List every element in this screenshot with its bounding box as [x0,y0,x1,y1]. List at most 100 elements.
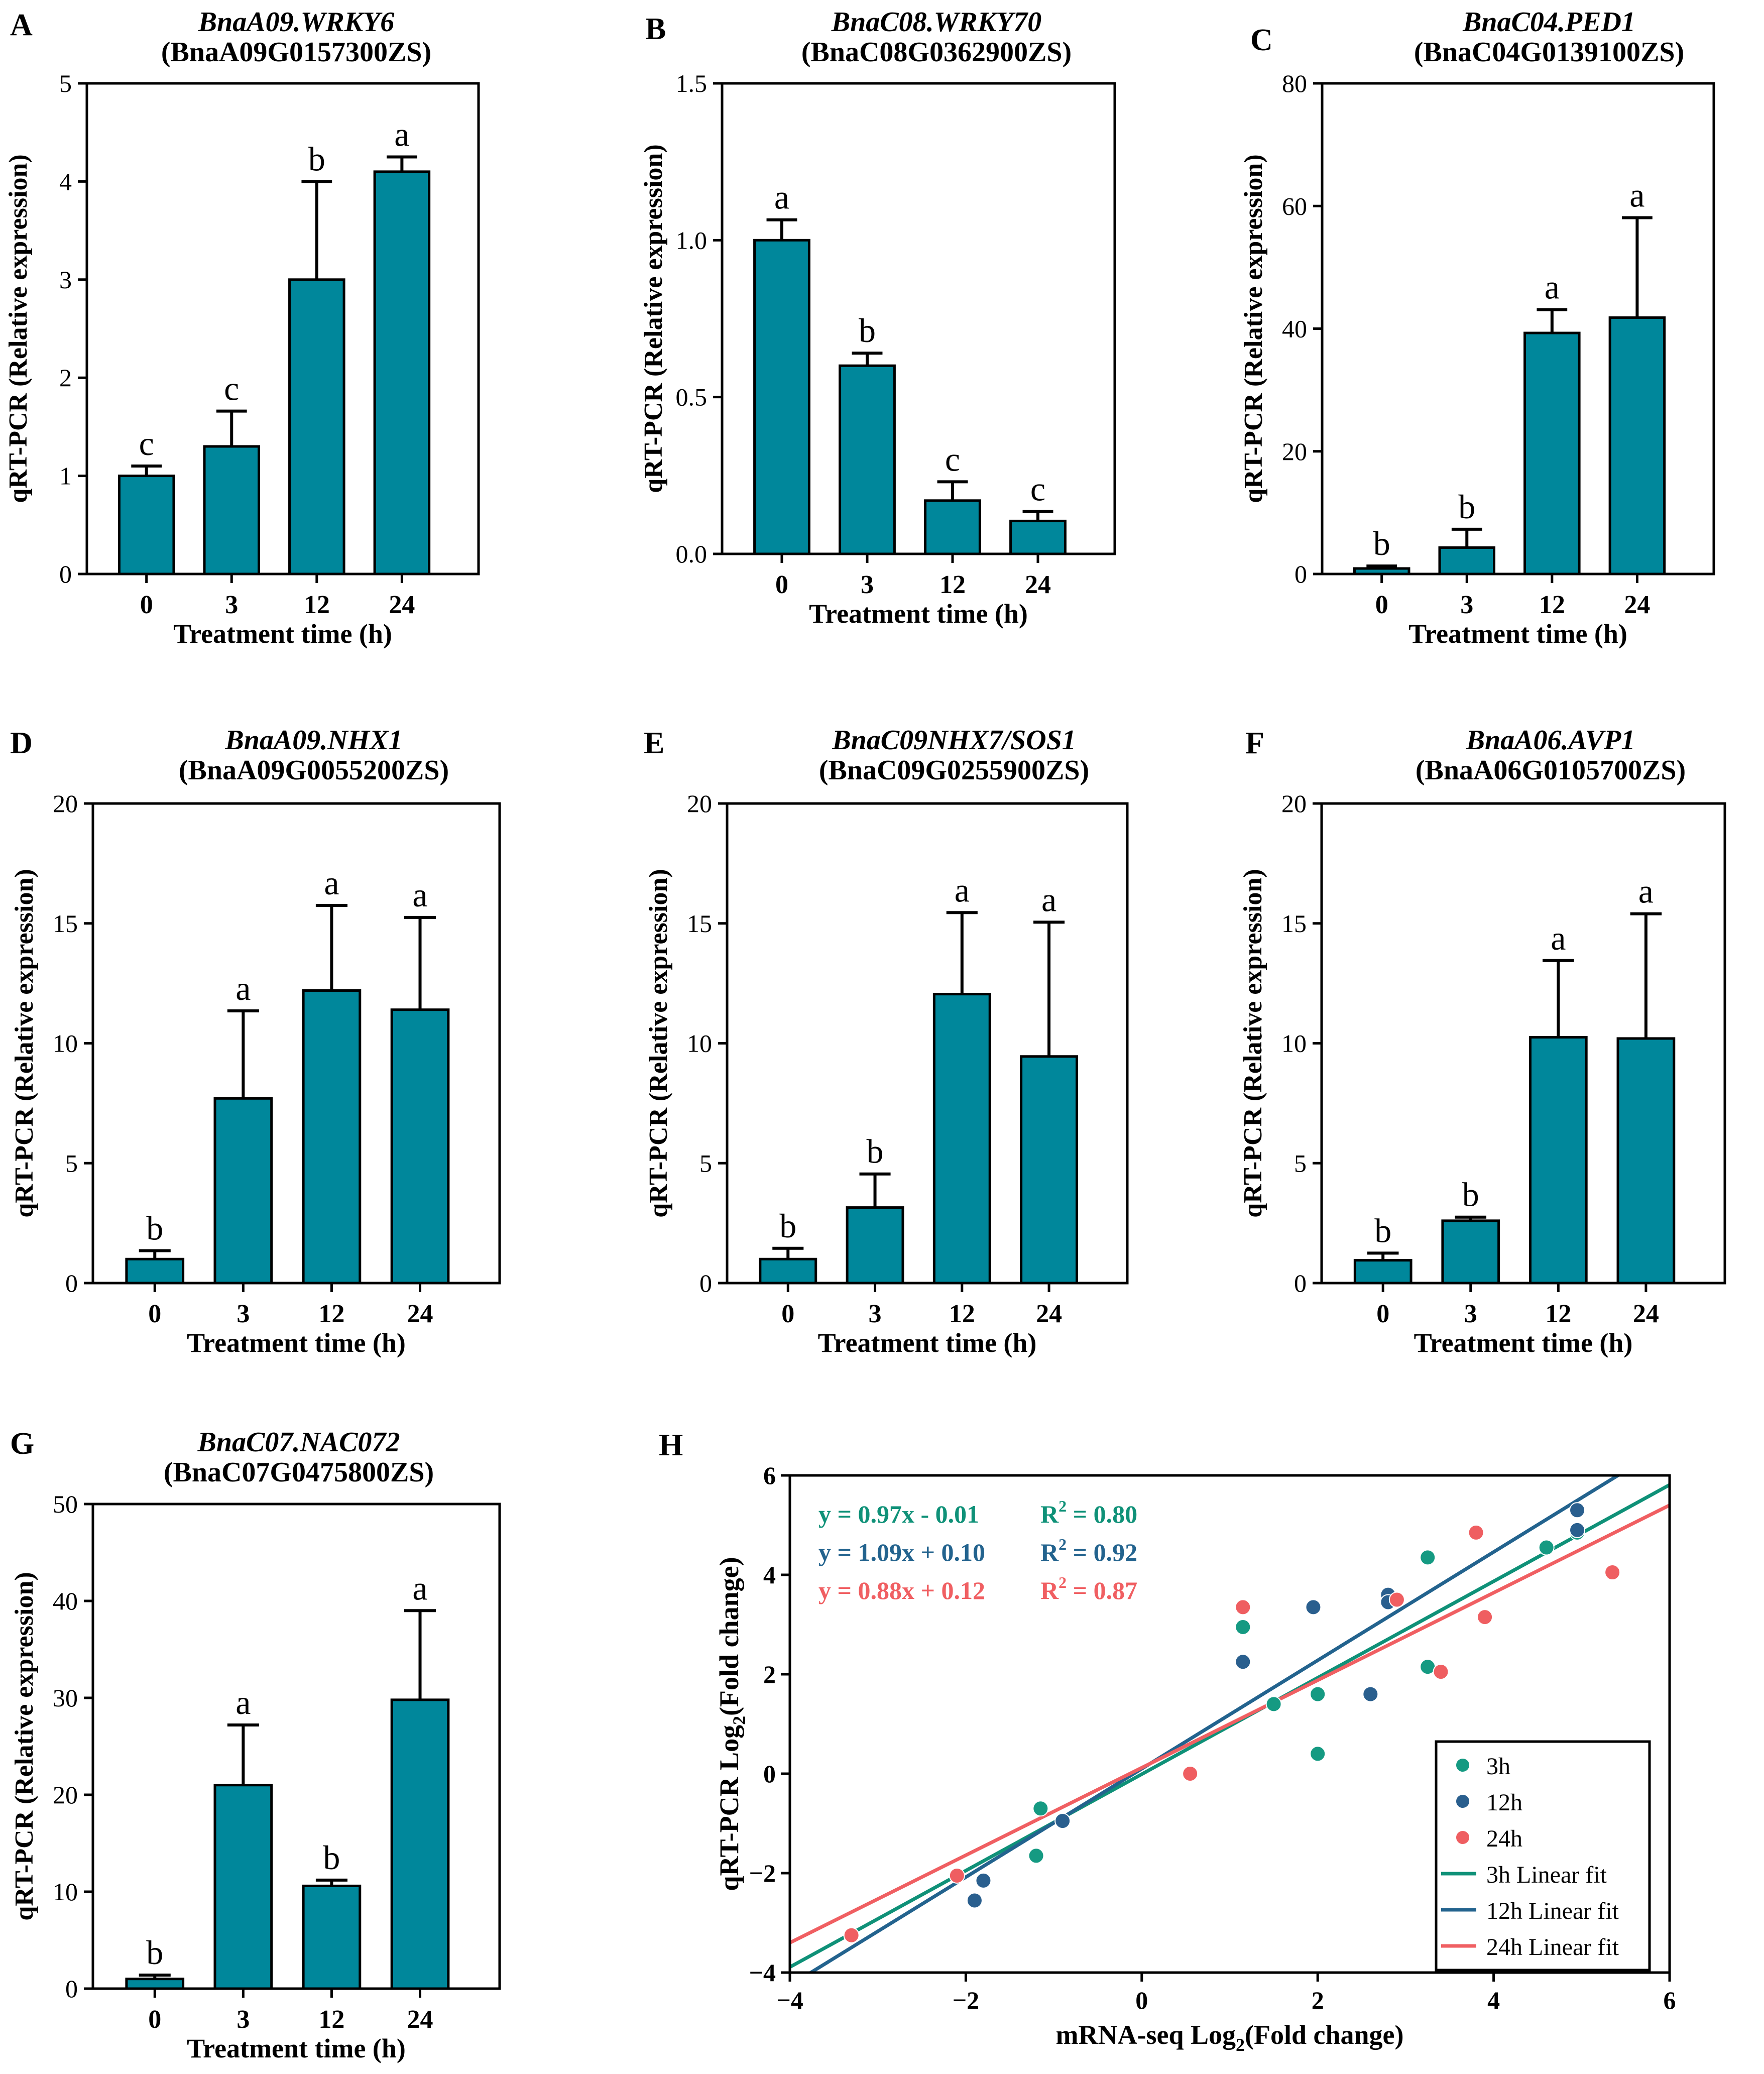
y-tick-label: 0 [59,560,72,588]
y-tick-label: 15 [53,909,78,938]
x-tick-label: 24 [1036,1300,1062,1328]
significance-letter: a [236,969,251,1007]
bar-3 [846,1206,904,1285]
significance-letter: a [412,876,427,914]
fit-line-24h [790,1504,1670,1944]
legend-label: 24h Linear fit [1486,1934,1619,1961]
bar-3 [213,1097,273,1285]
significance-letter: b [1374,1211,1391,1249]
panel-H: H −4 −2 0 2 4 6 −4 −2 0 2 4 6 y = 0.97x - 0.01 R2 = 0.… [659,1428,1676,2055]
gene-id: (BnaC07G0475800ZS) [164,1457,434,1488]
x-tick-label: −2 [953,1986,980,2014]
gene-title: BnaC04.PED1 [1462,7,1635,38]
y-tick-label: 6 [763,1461,776,1489]
y-tick-label: 20 [1281,789,1307,818]
gene-id: (BnaC04G0139100ZS) [1414,37,1684,68]
x-tick-label: 12 [318,1300,344,1328]
panel-letter: G [10,1427,34,1461]
legend-label: 3h Linear fit [1486,1862,1607,1888]
x-axis-label: Treatment time (h) [818,1328,1037,1358]
y-axis-label: qRT-PCR (Relative expression) [1239,869,1267,1217]
r-squared-3h: R2 = 0.80 [1040,1497,1137,1528]
plot-frame [91,1503,501,1990]
y-axis-label: qRT-PCR (Relative expression) [644,869,673,1217]
plot-frame [85,82,480,575]
panel-letter: A [10,8,33,42]
y-tick-label: 5 [59,69,72,97]
x-tick-label: 24 [1624,591,1650,619]
gene-id: (BnaC08G0362900ZS) [801,37,1072,68]
x-axis-label: Treatment time (h) [1408,619,1627,649]
gene-title: BnaC09NHX7/SOS1 [832,725,1076,756]
point-3h [1235,1619,1251,1635]
bar-24 [390,1008,450,1285]
bar-3 [1441,1219,1500,1285]
x-tick-label: 0 [140,591,153,619]
bar-12 [924,499,981,555]
x-axis-label: Treatment time (h) [187,1328,406,1358]
x-tick-label: 0 [781,1300,794,1328]
significance-letter: b [146,1933,163,1972]
x-tick-label: 3 [225,591,238,619]
panel-A: A BnaA09.WRKY6(BnaA09G0157300ZS)c0c3b12a2… [4,7,480,649]
legend-label: 3h [1486,1753,1510,1780]
x-tick-label: 0 [775,570,788,599]
gene-title: BnaC07.NAC072 [197,1427,400,1458]
point-3h [1032,1800,1049,1817]
y-tick-label: −4 [749,1958,776,1987]
bar-0 [759,1257,817,1285]
panel-G: G BnaC07.NAC072(BnaC07G0475800ZS) b 0 a 3 b 12 a… [10,1427,501,2063]
fit-line-12h [807,1475,1621,1973]
gene-title: BnaC08.WRKY70 [831,7,1042,38]
x-tick-label: 0 [1375,591,1388,619]
legend-label: 12h [1486,1789,1522,1816]
point-24h [1182,1766,1199,1782]
significance-letter: b [1458,488,1475,526]
x-tick-label: 24 [407,1300,433,1328]
x-tick-label: 12 [304,591,330,619]
legend-marker [1455,1794,1470,1809]
y-tick-label: 2 [59,364,72,392]
x-tick-label: 3 [869,1300,882,1328]
y-tick-label: 10 [53,1029,78,1058]
y-tick-label: 15 [687,909,712,938]
point-3h [1265,1696,1282,1712]
bar-24 [1608,316,1666,575]
significance-letter: a [1629,176,1644,214]
bar-12 [302,1884,362,1990]
point-12h [1569,1522,1586,1538]
y-tick-label: 5 [1294,1149,1307,1177]
bar-12 [302,989,362,1285]
x-tick-label: 12 [318,2005,344,2034]
bar-0 [1353,1259,1413,1285]
x-tick-label: 6 [1664,1986,1676,2014]
bar-3 [203,445,261,575]
y-tick-label: 60 [1282,192,1307,220]
x-tick-label: 0 [148,2005,161,2034]
x-tick-label: 24 [1025,570,1051,599]
y-tick-label: 0 [1295,560,1307,588]
bar-3 [1438,546,1496,575]
y-tick-label: 5 [699,1149,712,1177]
point-3h [1310,1686,1326,1702]
bar-24 [390,1698,450,1990]
y-axis-label: qRT-PCR (Relative expression) [10,869,39,1217]
y-tick-label: 20 [687,789,712,818]
x-tick-label: 0 [148,1300,161,1328]
significance-letter: c [224,370,239,408]
significance-letter: a [1638,872,1654,910]
y-tick-label: 4 [59,167,72,195]
y-tick-label: 1.5 [676,69,708,97]
point-24h [843,1927,860,1943]
x-axis-label: Treatment time (h) [187,2033,406,2063]
gene-id: (BnaA09G0055200ZS) [179,755,449,786]
plot-frame [788,1474,1671,1974]
significance-letter: a [236,1683,251,1721]
bar-24 [1616,1037,1676,1285]
y-tick-label: 3 [59,266,72,294]
y-axis-label: qRT-PCR (Relative expression) [4,154,33,503]
significance-letter: b [308,140,325,178]
panel-F: F BnaA06.AVP1(BnaA06G0105700ZS) b 0 b 3 a 12 a 24… [1239,725,1726,1358]
x-tick-label: 24 [1633,1300,1659,1328]
point-12h [975,1872,992,1889]
